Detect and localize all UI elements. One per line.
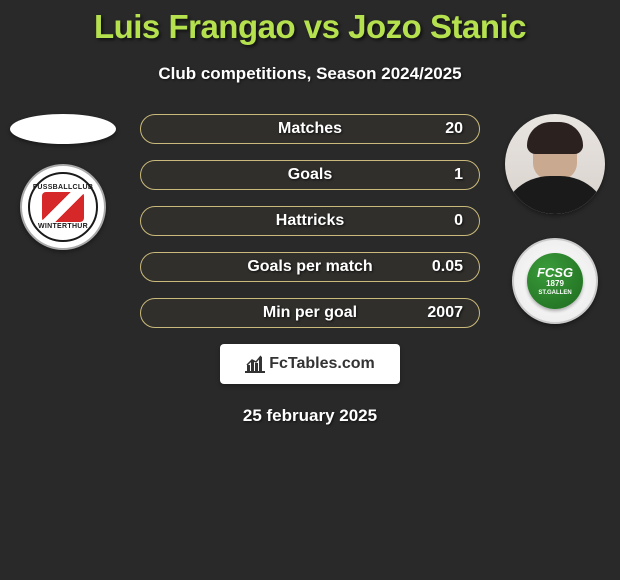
stat-value: 20 (445, 120, 463, 138)
stat-row-min-per-goal: Min per goal 2007 (140, 298, 480, 328)
club-badge-left-inner: FUSSBALLCLUB WINTERTHUR (28, 172, 98, 242)
stat-label: Goals per match (247, 258, 372, 276)
stat-label: Min per goal (263, 304, 357, 322)
left-player-column: FUSSBALLCLUB WINTERTHUR (8, 114, 118, 250)
stat-value: 0.05 (432, 258, 463, 276)
right-player-column: FCSG 1879 ST.GALLEN (500, 114, 610, 324)
club-badge-right-inner: FCSG 1879 ST.GALLEN (527, 253, 583, 309)
club-left-top-text: FUSSBALLCLUB (30, 184, 96, 191)
club-right-year: 1879 (546, 280, 564, 288)
stat-row-matches: Matches 20 (140, 114, 480, 144)
stat-label: Hattricks (276, 212, 344, 230)
stat-row-goals: Goals 1 (140, 160, 480, 190)
chart-icon (245, 355, 265, 373)
club-badge-right: FCSG 1879 ST.GALLEN (512, 238, 598, 324)
content-area: FUSSBALLCLUB WINTERTHUR Matches 20 Goals… (0, 114, 620, 454)
club-badge-left: FUSSBALLCLUB WINTERTHUR (20, 164, 106, 250)
player-photo-right (505, 114, 605, 214)
stat-row-goals-per-match: Goals per match 0.05 (140, 252, 480, 282)
stat-label: Matches (278, 120, 342, 138)
comparison-date: 25 february 2025 (140, 406, 480, 426)
site-attribution[interactable]: FcTables.com (220, 344, 400, 384)
club-right-city: ST.GALLEN (538, 290, 571, 296)
site-name: FcTables.com (269, 355, 375, 373)
club-right-fc: FCSG (537, 266, 573, 279)
stat-label: Goals (288, 166, 332, 184)
stat-value: 1 (454, 166, 463, 184)
stats-bars: Matches 20 Goals 1 Hattricks 0 Goals per… (140, 114, 480, 426)
stat-value: 2007 (427, 304, 463, 322)
stat-row-hattricks: Hattricks 0 (140, 206, 480, 236)
club-left-emblem (42, 192, 84, 222)
comparison-title: Luis Frangao vs Jozo Stanic (0, 0, 620, 46)
player-photo-left (10, 114, 116, 144)
club-left-bottom-text: WINTERTHUR (30, 223, 96, 230)
comparison-subtitle: Club competitions, Season 2024/2025 (0, 64, 620, 84)
stat-value: 0 (454, 212, 463, 230)
